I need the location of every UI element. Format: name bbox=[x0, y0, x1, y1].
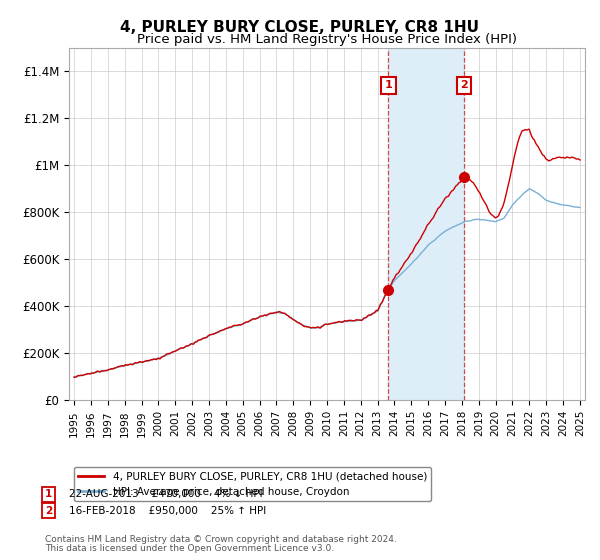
Text: 1: 1 bbox=[385, 80, 392, 90]
Text: This data is licensed under the Open Government Licence v3.0.: This data is licensed under the Open Gov… bbox=[45, 544, 334, 553]
Title: Price paid vs. HM Land Registry's House Price Index (HPI): Price paid vs. HM Land Registry's House … bbox=[137, 34, 517, 46]
Text: 16-FEB-2018    £950,000    25% ↑ HPI: 16-FEB-2018 £950,000 25% ↑ HPI bbox=[69, 506, 266, 516]
Bar bbox=[388, 48, 464, 400]
Text: 22-AUG-2013    £470,000    4% ↓ HPI: 22-AUG-2013 £470,000 4% ↓ HPI bbox=[69, 489, 263, 500]
Text: Contains HM Land Registry data © Crown copyright and database right 2024.: Contains HM Land Registry data © Crown c… bbox=[45, 534, 397, 544]
Text: 1: 1 bbox=[45, 489, 52, 500]
Text: 2: 2 bbox=[460, 80, 468, 90]
Text: 2: 2 bbox=[45, 506, 52, 516]
Legend: 4, PURLEY BURY CLOSE, PURLEY, CR8 1HU (detached house), HPI: Average price, deta: 4, PURLEY BURY CLOSE, PURLEY, CR8 1HU (d… bbox=[74, 468, 431, 501]
Text: 4, PURLEY BURY CLOSE, PURLEY, CR8 1HU: 4, PURLEY BURY CLOSE, PURLEY, CR8 1HU bbox=[121, 20, 479, 35]
